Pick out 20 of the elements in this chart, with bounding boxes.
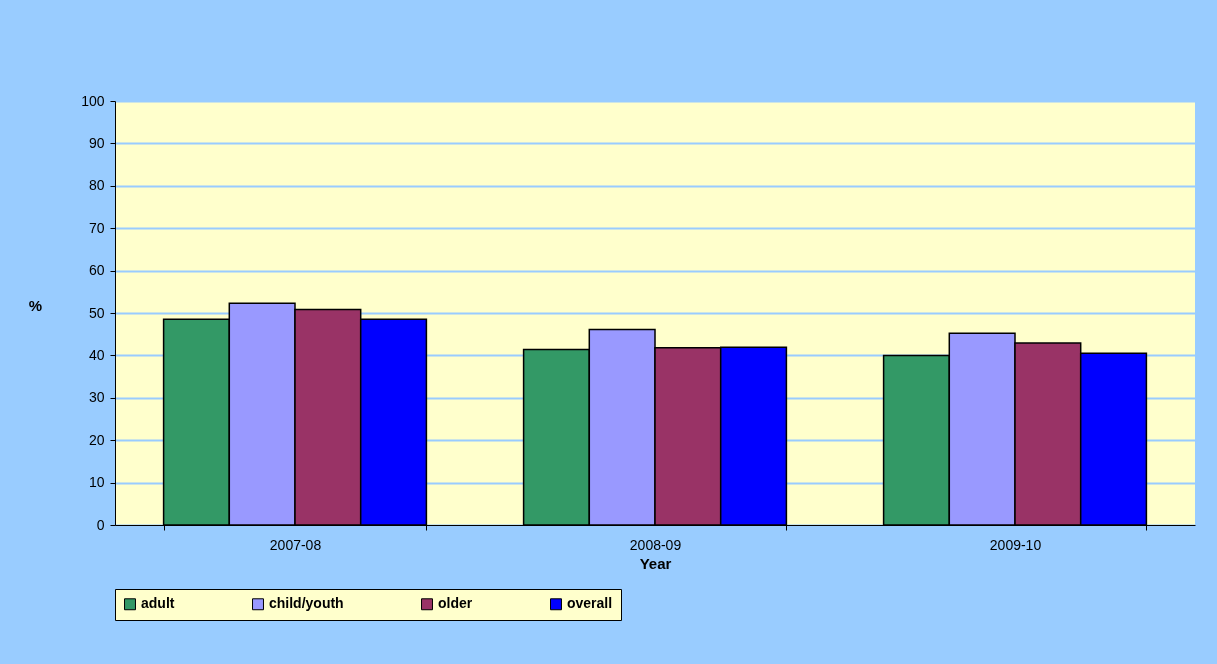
legend-label: adult — [141, 595, 175, 612]
x-tick-label: 2007-08 — [269, 536, 322, 553]
y-axis-title: % — [28, 296, 43, 314]
x-tick-label: 2009-10 — [989, 536, 1042, 553]
legend-label: overall — [567, 595, 613, 612]
y-tick-label: 70 — [88, 219, 105, 236]
y-tick-label: 80 — [88, 177, 105, 194]
y-tick-label: 50 — [88, 304, 105, 321]
y-tick-label: 10 — [88, 474, 105, 491]
legend-label: older — [438, 595, 473, 612]
x-axis-title: Year — [639, 554, 672, 572]
y-tick-label: 20 — [88, 431, 105, 448]
y-tick-label: 0 — [96, 516, 105, 533]
legend-label: child/youth — [269, 595, 344, 612]
y-tick-label: 40 — [88, 346, 105, 363]
y-tick-label: 60 — [88, 262, 105, 279]
y-tick-label: 90 — [88, 134, 105, 151]
y-tick-label: 30 — [88, 389, 105, 406]
x-tick-label: 2008-09 — [629, 536, 682, 553]
y-tick-label: 100 — [81, 92, 105, 109]
